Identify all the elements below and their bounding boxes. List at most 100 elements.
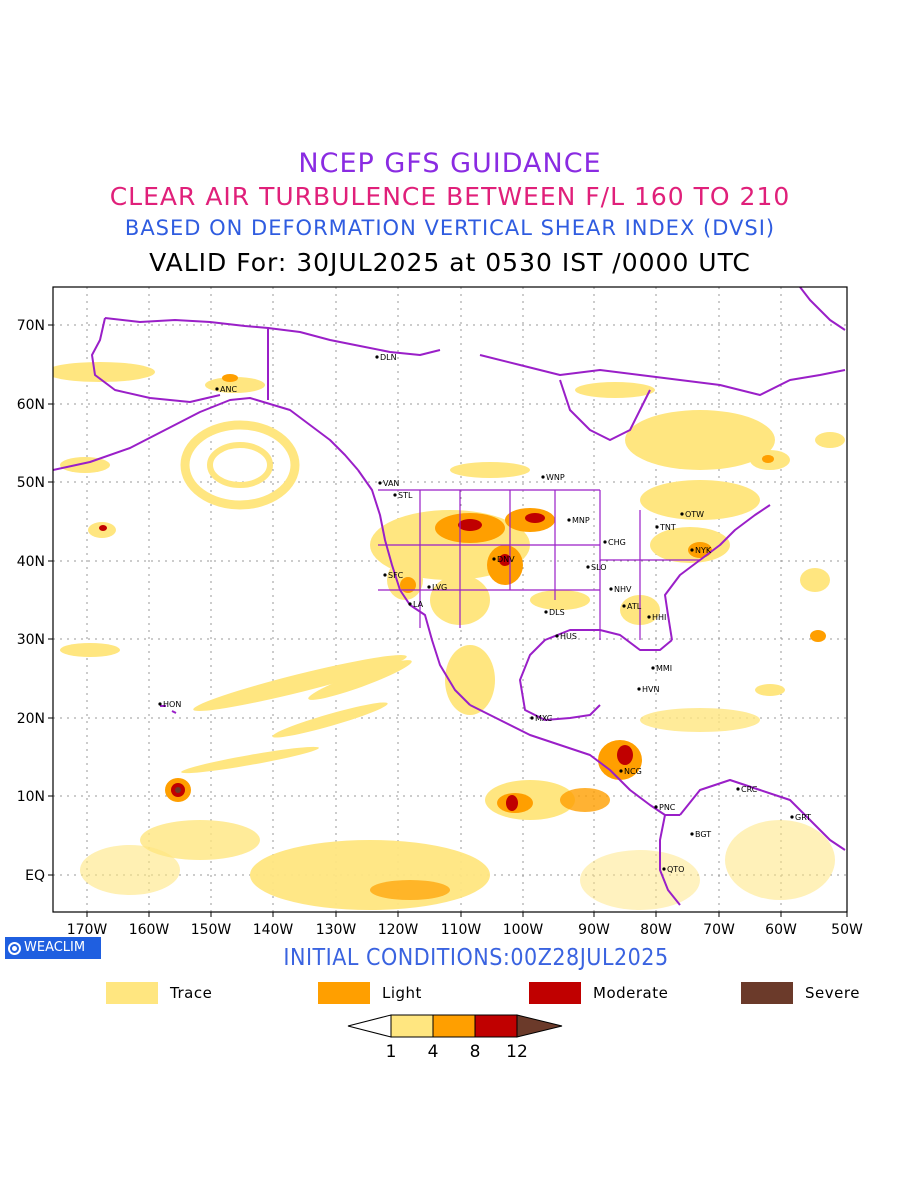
city-dot <box>651 666 655 670</box>
city-dot <box>530 716 534 720</box>
coastline <box>664 504 771 641</box>
legend-trace: Trace <box>106 982 212 1004</box>
turbulence-area <box>250 840 490 910</box>
title-method: BASED ON DEFORMATION VERTICAL SHEAR INDE… <box>124 216 776 240</box>
lon-label: 160W <box>129 922 170 938</box>
city-dot <box>690 548 694 552</box>
initial-conditions-label: INITIAL CONDITIONS:00Z28JUL2025 <box>283 945 669 971</box>
title-valid-time: VALID For: 30JUL2025 at 0530 IST /0000 U… <box>149 248 751 277</box>
coastline <box>267 327 441 356</box>
lat-label: EQ <box>25 868 45 884</box>
city-label: LA <box>413 600 424 609</box>
turbulence-area <box>800 568 830 592</box>
turbulence-area <box>815 432 845 448</box>
city-label: OTW <box>685 510 704 519</box>
coastline <box>469 704 680 816</box>
turbulence-area <box>640 708 760 732</box>
legend-severe: Severe <box>741 982 860 1004</box>
city-label: PNC <box>659 803 676 812</box>
legend-label-trace: Trace <box>170 984 213 1002</box>
city-dot <box>393 493 397 497</box>
city-dot <box>637 687 641 691</box>
city-dot <box>619 769 623 773</box>
city-dot <box>383 573 387 577</box>
city-dot <box>622 604 626 608</box>
city-label: STL <box>398 491 413 500</box>
turbulence-area <box>525 513 545 523</box>
axis-ticks <box>48 324 848 917</box>
coastline <box>91 317 221 403</box>
city-label: BGT <box>695 830 711 839</box>
legend-light: Light <box>318 982 422 1004</box>
lat-label: 50N <box>17 475 45 491</box>
city-dot <box>408 602 412 606</box>
turbulence-area <box>560 788 610 812</box>
turbulence-area <box>445 645 495 715</box>
turbulence-area <box>617 745 633 765</box>
city-label: MNP <box>572 516 590 525</box>
city-label: NHV <box>614 585 632 594</box>
city-dot <box>586 565 590 569</box>
city-dot <box>555 634 559 638</box>
city-dot <box>215 387 219 391</box>
coastlines <box>53 287 846 906</box>
city-label: DLN <box>380 353 397 362</box>
turbulence-area <box>725 820 835 900</box>
city-dot <box>492 557 496 561</box>
city-dot <box>680 512 684 516</box>
lon-label: 170W <box>67 922 108 938</box>
latitude-labels: 70N 60N 50N 40N 30N 20N 10N EQ <box>17 318 45 884</box>
map-frame <box>52 286 848 913</box>
city-dot <box>375 355 379 359</box>
turbulence-area <box>370 880 450 900</box>
city-dot <box>609 587 613 591</box>
city-label: HON <box>163 700 181 709</box>
city-dot <box>541 475 545 479</box>
lon-label: 60W <box>765 922 797 938</box>
legend-label-severe: Severe <box>805 984 860 1002</box>
coastline <box>357 469 471 706</box>
coastline <box>519 629 673 721</box>
city-label: CRC <box>741 785 758 794</box>
city-label: VAN <box>383 479 399 488</box>
lat-label: 10N <box>17 789 45 805</box>
turbulence-area <box>755 684 785 696</box>
turbulence-area <box>506 795 518 811</box>
city-dot <box>378 481 382 485</box>
city-label: NYK <box>695 546 712 555</box>
coastline <box>53 397 359 471</box>
legend-label-light: Light <box>382 984 422 1002</box>
lon-label: 120W <box>378 922 419 938</box>
turbulence-area <box>400 577 416 593</box>
city-label: HUS <box>560 632 577 641</box>
turbulence-area <box>140 820 260 860</box>
city-dot <box>662 867 666 871</box>
turbulence-area <box>762 455 774 463</box>
city-label: GRT <box>795 813 811 822</box>
colorbar: 1 4 8 12 <box>347 1014 563 1062</box>
turbulence-area <box>205 377 265 393</box>
turbulence-area <box>650 527 730 563</box>
colorbar-tick: 8 <box>470 1042 481 1062</box>
city-label: MXC <box>535 714 553 723</box>
turbulence-area <box>450 462 530 478</box>
city-dot <box>736 787 740 791</box>
city-label: DNV <box>497 555 515 564</box>
turbulence-area <box>207 442 273 488</box>
coastline <box>679 779 846 851</box>
colorbar-low-arrow <box>347 1014 392 1038</box>
coastline <box>479 354 846 396</box>
lon-label: 130W <box>316 922 357 938</box>
state-border <box>378 489 700 640</box>
lat-label: 70N <box>17 318 45 334</box>
legend-swatch-severe <box>741 982 793 1004</box>
city-dot <box>427 585 431 589</box>
coastline <box>559 379 651 441</box>
turbulence-area <box>181 746 319 774</box>
city-label: ANC <box>220 385 237 394</box>
lon-label: 50W <box>831 922 863 938</box>
city-label: SLO <box>591 563 607 572</box>
turbulence-area <box>272 702 388 738</box>
weaclim-badge: WEACLIM <box>5 937 101 959</box>
